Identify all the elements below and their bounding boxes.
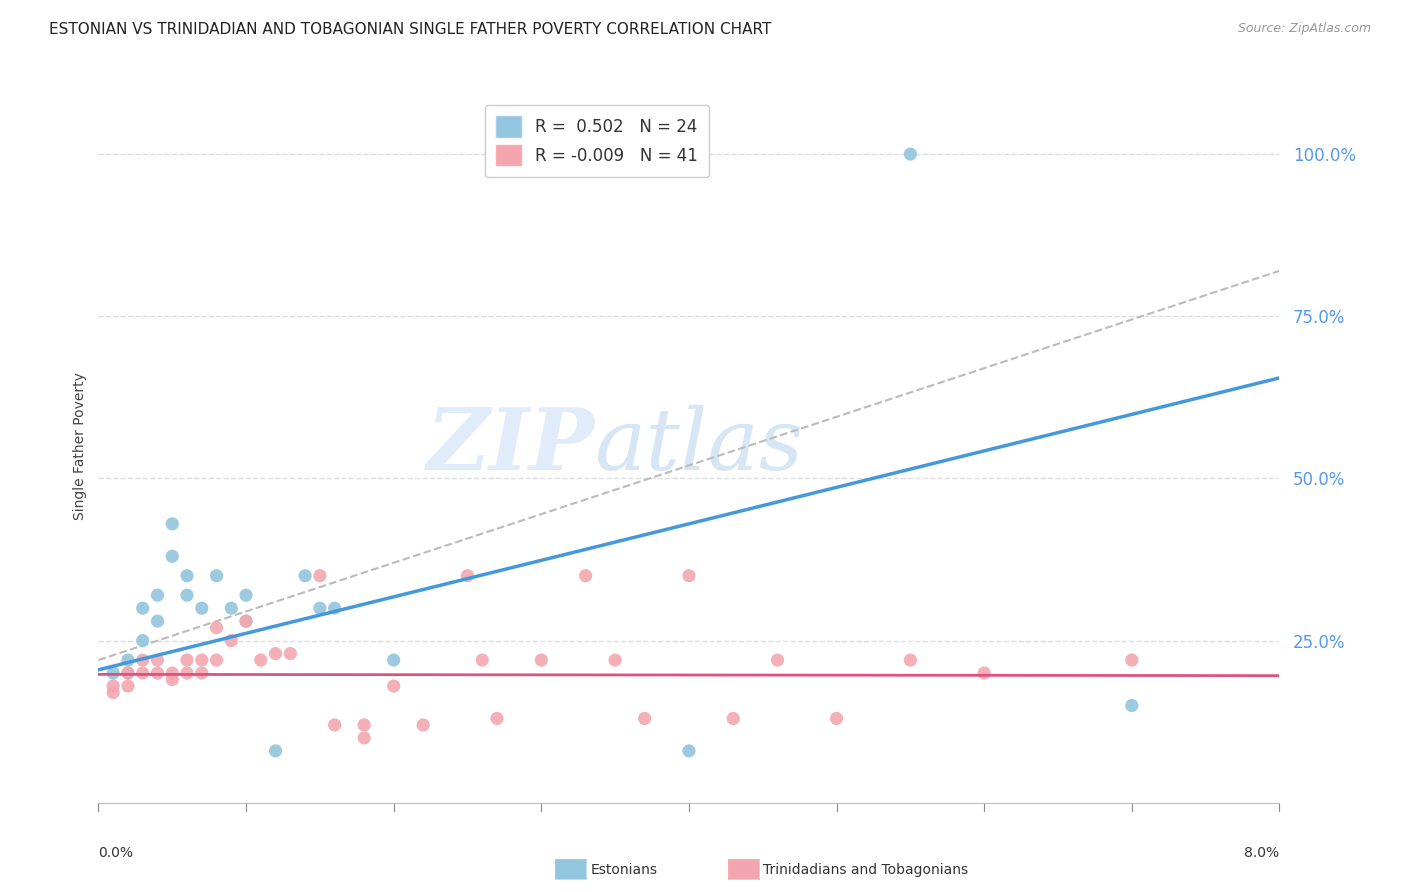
Point xyxy=(219,601,242,615)
Point xyxy=(678,568,700,582)
Point xyxy=(900,653,922,667)
Point xyxy=(1121,653,1143,667)
Point xyxy=(633,711,655,725)
Point xyxy=(132,666,155,681)
Point xyxy=(721,711,744,725)
Point xyxy=(176,666,198,681)
Text: 0.0%: 0.0% xyxy=(98,846,134,860)
Point xyxy=(132,601,155,615)
Point xyxy=(162,673,183,687)
Point xyxy=(117,679,139,693)
Point xyxy=(205,568,228,582)
Point xyxy=(162,516,183,531)
Point xyxy=(973,666,995,681)
Point xyxy=(382,653,405,667)
Point xyxy=(456,568,478,582)
Point xyxy=(353,731,375,745)
Point xyxy=(1121,698,1143,713)
Point xyxy=(264,647,287,661)
Point xyxy=(146,614,169,628)
Point xyxy=(103,666,125,681)
Point xyxy=(219,633,242,648)
Point xyxy=(382,679,405,693)
Point xyxy=(162,666,183,681)
Point xyxy=(146,666,169,681)
Point xyxy=(235,614,257,628)
Text: ZIP: ZIP xyxy=(426,404,595,488)
Point xyxy=(132,653,155,667)
Point xyxy=(103,679,125,693)
Text: 8.0%: 8.0% xyxy=(1244,846,1279,860)
Point xyxy=(146,588,169,602)
Point xyxy=(574,568,596,582)
Point xyxy=(176,568,198,582)
Point xyxy=(264,744,287,758)
Point xyxy=(117,653,139,667)
Point xyxy=(766,653,789,667)
Point xyxy=(191,601,214,615)
Point xyxy=(132,633,155,648)
Point xyxy=(117,666,139,681)
Text: atlas: atlas xyxy=(595,405,804,487)
Point xyxy=(605,653,627,667)
Point xyxy=(235,588,257,602)
Point xyxy=(176,588,198,602)
Point xyxy=(530,653,553,667)
Point xyxy=(191,666,214,681)
Point xyxy=(235,614,257,628)
Point xyxy=(308,568,332,582)
Text: Source: ZipAtlas.com: Source: ZipAtlas.com xyxy=(1237,22,1371,36)
Text: ESTONIAN VS TRINIDADIAN AND TOBAGONIAN SINGLE FATHER POVERTY CORRELATION CHART: ESTONIAN VS TRINIDADIAN AND TOBAGONIAN S… xyxy=(49,22,772,37)
Point xyxy=(162,549,183,564)
Point xyxy=(294,568,316,582)
Point xyxy=(471,653,494,667)
Point xyxy=(825,711,848,725)
Point xyxy=(146,653,169,667)
Text: Trinidadians and Tobagonians: Trinidadians and Tobagonians xyxy=(763,863,969,877)
Point xyxy=(900,147,922,161)
Point xyxy=(278,647,302,661)
Point xyxy=(353,718,375,732)
Point xyxy=(205,653,228,667)
Point xyxy=(191,653,214,667)
Point xyxy=(412,718,434,732)
Y-axis label: Single Father Poverty: Single Father Poverty xyxy=(73,372,87,520)
Legend: R =  0.502   N = 24, R = -0.009   N = 41: R = 0.502 N = 24, R = -0.009 N = 41 xyxy=(485,104,709,177)
Point xyxy=(205,621,228,635)
Point xyxy=(485,711,508,725)
Point xyxy=(176,653,198,667)
Point xyxy=(678,744,700,758)
Text: Estonians: Estonians xyxy=(591,863,658,877)
Point xyxy=(103,685,125,699)
Point xyxy=(323,601,346,615)
Point xyxy=(117,666,139,681)
Point xyxy=(308,601,332,615)
Point xyxy=(250,653,273,667)
Point xyxy=(323,718,346,732)
